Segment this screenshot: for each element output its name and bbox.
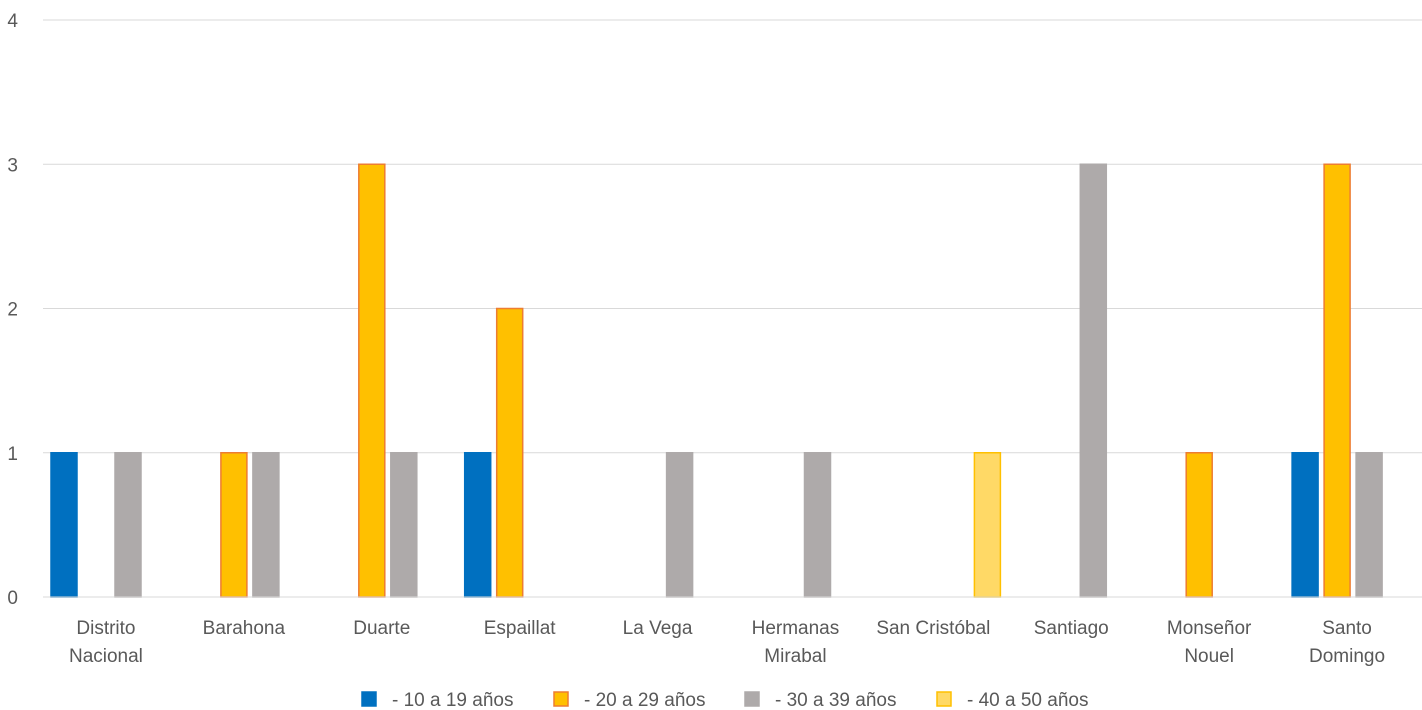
x-axis-category-labels: Distrito Nacional Barahona Duarte Espaillat L… <box>69 618 1385 667</box>
bar-3-1 <box>114 452 142 598</box>
bar-1-1 <box>50 452 78 598</box>
legend-label: - 10 a 19 años <box>392 690 513 710</box>
y-tick-label: 4 <box>7 11 18 32</box>
x-category-label: Barahona <box>203 618 286 639</box>
legend-swatch <box>361 691 377 707</box>
bar-2-9 <box>1185 452 1213 598</box>
bars <box>50 163 1383 598</box>
x-category-label: Distrito Nacional <box>69 618 143 667</box>
x-category-label: Santiago <box>1034 618 1109 639</box>
x-category-label: Hermanas Mirabal <box>752 618 840 667</box>
y-tick-label: 0 <box>7 588 18 609</box>
bar-2-4 <box>495 307 524 598</box>
legend: - 10 a 19 años - 20 a 29 años - 30 a 39 añ… <box>361 690 1088 710</box>
legend-swatch <box>744 691 760 707</box>
legend-swatch <box>936 691 952 707</box>
x-category-label: Santo Domingo <box>1309 618 1385 667</box>
bar-3-6 <box>803 452 832 598</box>
bar-1-4 <box>463 452 492 598</box>
y-axis-tick-labels: 0 1 2 3 4 <box>7 11 18 609</box>
bar-3-3 <box>390 452 418 598</box>
y-tick-label: 3 <box>7 155 18 176</box>
bar-2-2 <box>220 452 248 598</box>
x-category-label: Duarte <box>353 618 410 639</box>
legend-label: - 20 a 29 años <box>584 690 705 710</box>
legend-label: - 40 a 50 años <box>967 690 1088 710</box>
bar-1-10 <box>1291 452 1319 598</box>
x-category-label: Monseñor Nouel <box>1167 618 1252 667</box>
bar-4-7 <box>973 452 1002 598</box>
bar-3-10 <box>1355 452 1383 598</box>
bar-3-2 <box>252 452 280 598</box>
legend-label: - 30 a 39 años <box>775 690 896 710</box>
gridlines <box>43 19 1422 454</box>
bar-2-10 <box>1323 163 1351 598</box>
bar-2-3 <box>358 163 386 598</box>
x-category-label: San Cristóbal <box>876 618 990 639</box>
legend-swatch <box>553 691 569 707</box>
x-category-label: Espaillat <box>484 618 557 639</box>
bar-3-5 <box>665 452 694 598</box>
x-category-label: La Vega <box>623 618 693 639</box>
y-tick-label: 1 <box>7 444 18 465</box>
bar-3-8 <box>1079 163 1108 598</box>
y-tick-label: 2 <box>7 300 18 321</box>
